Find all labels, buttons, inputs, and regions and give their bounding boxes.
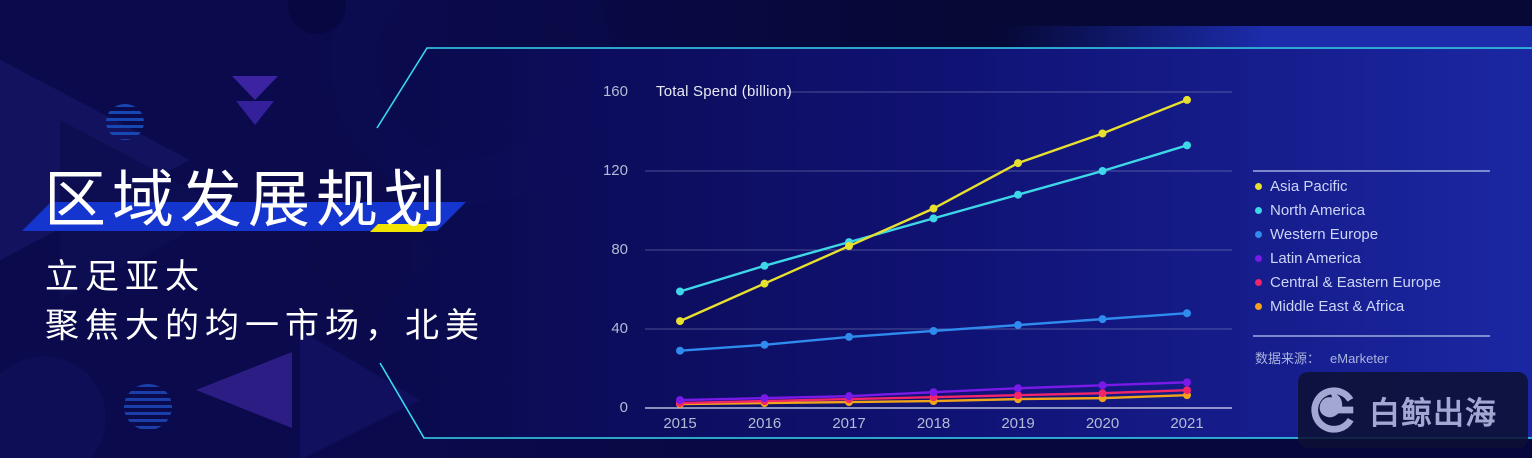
- x-axis-tick-label: 2015: [663, 415, 697, 432]
- legend-item: Asia Pacific: [1255, 178, 1441, 195]
- y-axis-tick-label: 160: [602, 83, 628, 100]
- source-value: eMarketer: [1330, 351, 1389, 366]
- down-triangle-shape: [236, 101, 274, 125]
- y-axis-tick-label: 0: [619, 399, 628, 416]
- legend-label: Western Europe: [1270, 226, 1379, 243]
- legend-dot-icon: [1255, 279, 1262, 286]
- legend-label: Central & Eastern Europe: [1270, 274, 1441, 291]
- whale-logo-icon: [1311, 387, 1357, 433]
- legend-item: Western Europe: [1255, 226, 1441, 243]
- x-axis-tick-label: 2019: [1001, 415, 1035, 432]
- legend-list: Asia Pacific North America Western Europe L…: [1255, 178, 1441, 322]
- legend-dot-icon: [1255, 231, 1262, 238]
- x-axis-tick-label: 2017: [832, 415, 866, 432]
- striped-circle-shape: [106, 104, 144, 140]
- x-axis-tick-label: 2018: [916, 415, 951, 432]
- striped-circle-shape: [124, 384, 172, 430]
- source-label: 数据来源：: [1255, 351, 1321, 366]
- down-triangle-shape: [232, 76, 278, 100]
- circle-shape: [0, 356, 106, 458]
- legend-label: Latin America: [1270, 250, 1361, 267]
- legend-dot-icon: [1255, 303, 1262, 310]
- triangle-shape: [300, 330, 420, 458]
- brand-logo-text: 白鲸出海: [1369, 395, 1497, 431]
- x-axis-tick-label: 2016: [747, 415, 782, 432]
- legend-divider-bottom: [1253, 335, 1490, 337]
- brand-logo: 白鲸出海: [1298, 372, 1528, 448]
- legend-item: Central & Eastern Europe: [1255, 274, 1441, 291]
- legend-dot-icon: [1255, 255, 1262, 262]
- y-axis-tick-label: 80: [611, 241, 628, 258]
- x-axis-tick-label: 2020: [1085, 415, 1120, 432]
- left-triangle-shape: [196, 352, 292, 428]
- page-title: 区域发展规划: [44, 166, 453, 235]
- legend-item: Latin America: [1255, 250, 1441, 267]
- y-axis-tick-label: 40: [611, 320, 628, 337]
- legend-dot-icon: [1255, 207, 1262, 214]
- data-source: 数据来源： eMarketer: [1255, 348, 1389, 367]
- x-axis-tick-label: 2021: [1170, 415, 1204, 432]
- legend-divider-top: [1253, 170, 1490, 172]
- subtitle-line-1: 立足亚太: [45, 258, 205, 296]
- legend-label: North America: [1270, 202, 1366, 219]
- legend-label: Middle East & Africa: [1270, 298, 1405, 315]
- legend-dot-icon: [1255, 183, 1262, 190]
- legend-item: North America: [1255, 202, 1441, 219]
- y-axis-tick-label: 120: [602, 162, 628, 179]
- chart-title: Total Spend (billion): [656, 83, 792, 100]
- subtitle-line-2: 聚焦大的均一市场，北美: [45, 307, 485, 345]
- legend-label: Asia Pacific: [1270, 178, 1348, 195]
- legend-item: Middle East & Africa: [1255, 298, 1441, 315]
